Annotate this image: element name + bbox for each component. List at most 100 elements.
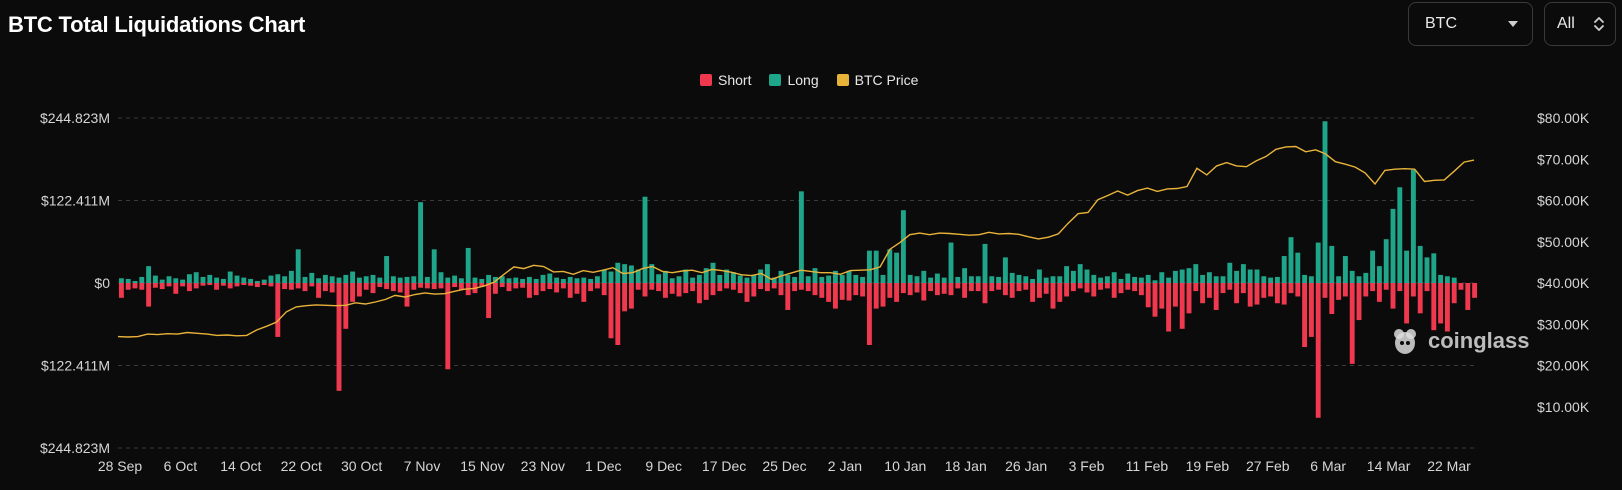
short-bar (1023, 283, 1029, 290)
long-bar (1077, 264, 1083, 283)
short-bar (676, 283, 682, 297)
short-bar (1281, 283, 1287, 305)
long-bar (282, 276, 288, 283)
long-bar (1329, 245, 1335, 283)
long-bar (948, 242, 954, 283)
short-bar (200, 283, 206, 286)
short-bar (696, 283, 702, 304)
short-bar (1057, 283, 1063, 302)
short-bar (554, 283, 560, 293)
coin-select-value: BTC (1425, 15, 1457, 32)
long-bar (492, 276, 498, 283)
short-bar (832, 283, 838, 309)
long-bar (1091, 274, 1097, 283)
long-bar (785, 274, 791, 283)
x-tick-label: 27 Feb (1246, 458, 1290, 474)
short-bar (955, 283, 961, 289)
short-bar (1206, 283, 1212, 298)
long-bar (1166, 277, 1172, 283)
long-bar (1227, 262, 1233, 283)
long-bar (465, 247, 471, 283)
short-bar (642, 283, 648, 297)
legend-item-short[interactable]: Short (700, 72, 751, 88)
x-tick-label: 30 Oct (341, 458, 382, 474)
long-bar (1417, 245, 1423, 283)
long-bar (764, 264, 770, 283)
long-bar (934, 273, 940, 283)
short-bar (1166, 283, 1172, 332)
long-bar (322, 274, 328, 283)
short-bar (1274, 283, 1280, 304)
short-bar (1431, 283, 1437, 331)
short-bar (1179, 283, 1185, 329)
long-bar (989, 276, 995, 283)
x-tick-label: 7 Nov (404, 458, 441, 474)
short-bar (486, 283, 492, 319)
long-bar (968, 276, 974, 283)
short-bar (1390, 283, 1396, 309)
long-bar (588, 278, 594, 283)
long-bar (214, 277, 220, 283)
long-bar (227, 271, 233, 283)
short-bar (520, 283, 526, 288)
y-tick-right: $70.00K (1537, 151, 1590, 167)
long-bar (288, 270, 294, 283)
short-bar (826, 283, 832, 302)
short-bar (1118, 283, 1124, 294)
range-select[interactable]: All (1544, 2, 1616, 46)
long-bar (275, 274, 281, 283)
long-bar (1138, 277, 1144, 283)
short-bar (479, 283, 485, 288)
long-bar (1111, 272, 1117, 283)
long-bar (628, 265, 634, 283)
long-bar (1234, 270, 1240, 283)
y-tick-left: $122.411M (41, 357, 110, 373)
short-bar (1159, 283, 1165, 309)
x-tick-label: 15 Nov (460, 458, 504, 474)
short-bar (798, 283, 804, 290)
long-bar (1254, 269, 1260, 283)
long-bar (1213, 276, 1219, 283)
long-bar (662, 270, 668, 283)
long-bar (1315, 242, 1321, 283)
short-bar (839, 283, 845, 300)
long-bar (1179, 269, 1185, 283)
y-tick-right: $20.00K (1537, 358, 1590, 374)
short-bar (1227, 283, 1233, 290)
short-bar (282, 283, 288, 290)
long-bar (1288, 237, 1294, 283)
x-tick-label: 14 Oct (220, 458, 261, 474)
short-bar (941, 283, 947, 294)
long-bar (370, 274, 376, 283)
short-bar (853, 283, 859, 296)
long-bar (254, 280, 260, 283)
short-bar (778, 283, 784, 296)
long-bar (1336, 276, 1342, 283)
short-bar (132, 283, 138, 289)
long-bar (601, 269, 607, 283)
long-bar (1200, 274, 1206, 283)
short-bar (1213, 283, 1219, 310)
short-bar (166, 283, 172, 287)
long-bar (139, 276, 145, 283)
long-bar (1002, 257, 1008, 283)
y-tick-left: $122.411M (41, 193, 110, 209)
short-bar (193, 283, 199, 289)
short-bar (1036, 283, 1042, 298)
short-bar (1098, 283, 1104, 290)
y-tick-right: $40.00K (1537, 275, 1590, 291)
long-bar (506, 278, 512, 283)
long-bar (1444, 276, 1450, 283)
legend-item-long[interactable]: Long (769, 72, 819, 88)
short-bar (622, 283, 628, 312)
short-bar (764, 283, 770, 292)
long-bar (866, 250, 872, 283)
long-bar (676, 276, 682, 283)
short-bar (1315, 283, 1321, 418)
coin-select[interactable]: BTC (1408, 2, 1533, 46)
short-bar (1064, 283, 1070, 297)
legend-item-btc-price[interactable]: BTC Price (836, 72, 918, 88)
long-bar (873, 250, 879, 283)
long-bar (1390, 208, 1396, 283)
